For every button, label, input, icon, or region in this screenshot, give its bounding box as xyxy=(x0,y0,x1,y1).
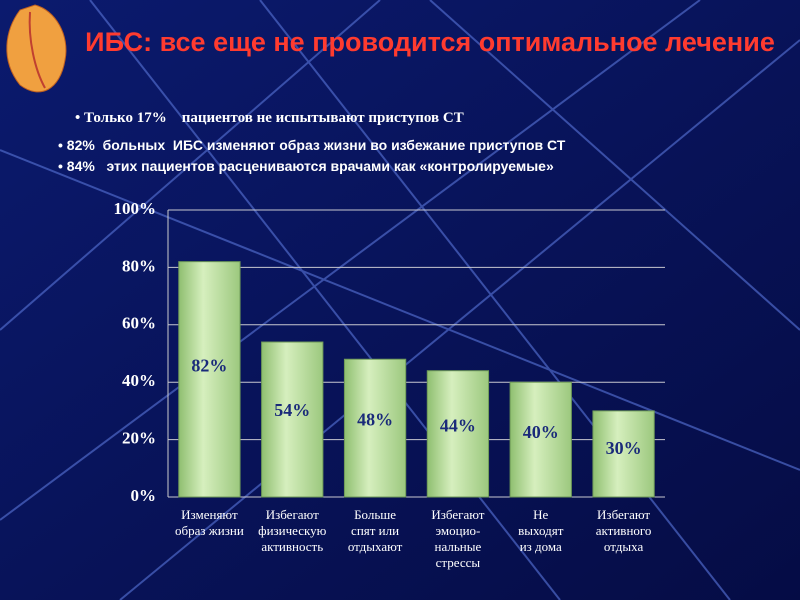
x-tick-label: Избегают эмоцио- нальные стрессы xyxy=(431,507,485,570)
y-tick-label: 60% xyxy=(122,314,156,333)
bar xyxy=(343,358,407,498)
y-tick-label: 80% xyxy=(122,256,156,275)
bar xyxy=(509,381,572,498)
value-label: 82% xyxy=(191,356,227,376)
value-label: 30% xyxy=(606,438,642,458)
value-label: 54% xyxy=(274,400,310,420)
bar xyxy=(592,410,655,498)
x-tick-label: Избегают активного отдыха xyxy=(595,507,652,554)
value-label: 40% xyxy=(523,422,559,442)
y-tick-label: 100% xyxy=(114,199,157,218)
x-tick-label: Избегают физическую активность xyxy=(258,507,327,554)
bar xyxy=(426,370,490,498)
bar xyxy=(261,341,324,498)
bar xyxy=(178,261,241,498)
title: ИБС: все еще не проводится оптимальное л… xyxy=(85,27,775,57)
value-label: 48% xyxy=(357,409,393,429)
y-tick-label: 20% xyxy=(122,429,156,448)
y-tick-label: 40% xyxy=(122,371,156,390)
heart-icon xyxy=(6,4,67,93)
x-tick-label: Больше спят или отдыхают xyxy=(347,507,403,554)
bullet: 84% этих пациентов расцениваются врачами… xyxy=(58,158,554,174)
x-tick-label: Изменяют образ жизни xyxy=(175,507,244,538)
value-label: 44% xyxy=(440,416,476,436)
bullet: 82% больных ИБС изменяют образ жизни во … xyxy=(58,137,566,153)
x-tick-label: Не выходят из дома xyxy=(518,507,564,554)
bullet: Только 17% пациентов не испытывают прист… xyxy=(75,110,464,127)
y-tick-label: 0% xyxy=(131,486,157,505)
